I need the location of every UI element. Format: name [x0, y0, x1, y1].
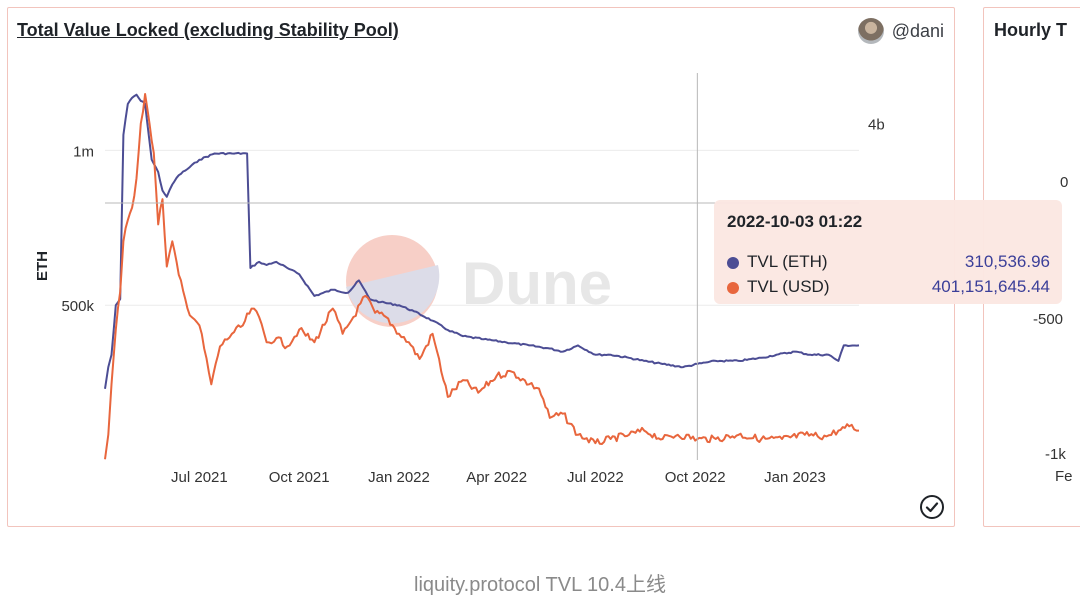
- tooltip-row-usd: TVL (USD) 401,151,645.44: [727, 277, 1050, 299]
- second-chart-tick: Fe: [1055, 468, 1073, 485]
- series-line-usd: [104, 93, 859, 460]
- tooltip-label-usd: TVL (USD): [747, 277, 830, 296]
- second-chart-tick: -500: [1033, 311, 1064, 328]
- x-tick-label: Jan 2023: [764, 469, 826, 486]
- tooltip-time: 2022-10-03 01:22: [727, 212, 863, 231]
- image-caption: liquity.protocol TVL 10.4上线: [414, 574, 666, 596]
- second-chart-title[interactable]: Hourly T: [994, 20, 1068, 40]
- tooltip-label-eth: TVL (ETH): [747, 252, 828, 271]
- second-chart-tick: -1k: [1045, 446, 1066, 463]
- series-dot-eth: [727, 257, 739, 269]
- chart-title[interactable]: Total Value Locked (excluding Stability …: [17, 20, 399, 40]
- series-dot-usd: [727, 282, 739, 294]
- tooltip-row-eth: TVL (ETH) 310,536.96: [727, 252, 1050, 274]
- second-chart-tick: 0: [1060, 174, 1069, 191]
- x-tick-label: Oct 2021: [269, 469, 330, 486]
- tooltip-value-usd: 401,151,645.44: [931, 277, 1050, 296]
- x-tick-label: Apr 2022: [466, 469, 527, 486]
- x-tick-label: Jan 2022: [368, 469, 430, 486]
- y-tick-label: 500k: [61, 298, 94, 315]
- chart-tooltip: 2022-10-03 01:22 TVL (ETH) 310,536.96 TV…: [714, 200, 1062, 304]
- check-circle-icon[interactable]: [919, 494, 945, 520]
- x-tick-label: Jul 2021: [171, 469, 228, 486]
- avatar: [857, 18, 884, 44]
- author-badge[interactable]: @dani: [857, 18, 944, 44]
- y-axis-label: ETH: [34, 251, 51, 281]
- x-tick-label: Jul 2022: [567, 469, 624, 486]
- tooltip-value-eth: 310,536.96: [964, 252, 1050, 271]
- author-name[interactable]: @dani: [891, 20, 944, 41]
- y-tick-label: 1m: [73, 143, 94, 160]
- watermark-text: Dune: [462, 250, 612, 317]
- chart-svg: 500k 1m 4b ETH Jul 2021 Oct 2021 Jan 2022 Apr 2…: [34, 73, 885, 486]
- x-tick-label: Oct 2022: [665, 469, 726, 486]
- y2-tick-label: 4b: [868, 116, 885, 133]
- dune-logo-icon: [346, 235, 440, 327]
- series-line-eth: [104, 93, 860, 389]
